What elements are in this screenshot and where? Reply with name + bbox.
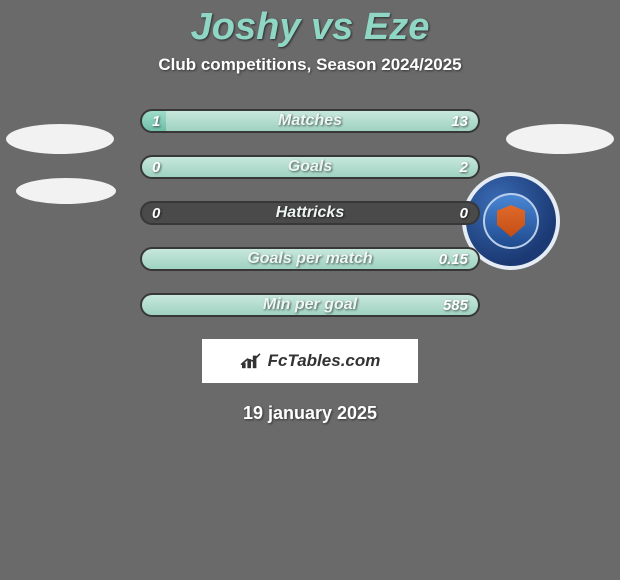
stat-row-goals-per-match: Goals per match 0.15	[0, 247, 620, 271]
stat-value-right: 2	[450, 157, 478, 177]
stat-value-right: 13	[441, 111, 478, 131]
stats-container: 1 Matches 13 0 Goals 2 0 Hattricks 0	[0, 109, 620, 317]
stat-label: Goals per match	[142, 249, 478, 269]
stat-row-goals: 0 Goals 2	[0, 155, 620, 179]
logo-text: FcTables.com	[268, 351, 381, 371]
stat-bar: 0 Goals 2	[140, 155, 480, 179]
stat-bar: Goals per match 0.15	[140, 247, 480, 271]
stat-value-right: 585	[433, 295, 478, 315]
bar-chart-icon	[240, 352, 262, 370]
stat-row-min-per-goal: Min per goal 585	[0, 293, 620, 317]
content-area: Joshy vs Eze Club competitions, Season 2…	[0, 0, 620, 424]
stat-value-right: 0	[450, 203, 478, 223]
stat-bar: Min per goal 585	[140, 293, 480, 317]
stat-row-hattricks: 0 Hattricks 0	[0, 201, 620, 225]
stat-label: Goals	[142, 157, 478, 177]
stat-row-matches: 1 Matches 13	[0, 109, 620, 133]
page-subtitle: Club competitions, Season 2024/2025	[0, 55, 620, 75]
stat-label: Matches	[142, 111, 478, 131]
date-text: 19 january 2025	[0, 403, 620, 424]
fctables-logo: FcTables.com	[202, 339, 418, 383]
stat-label: Min per goal	[142, 295, 478, 315]
stat-bar: 1 Matches 13	[140, 109, 480, 133]
page-title: Joshy vs Eze	[0, 0, 620, 49]
stat-bar: 0 Hattricks 0	[140, 201, 480, 225]
stat-value-right: 0.15	[429, 249, 478, 269]
stat-label: Hattricks	[142, 203, 478, 223]
